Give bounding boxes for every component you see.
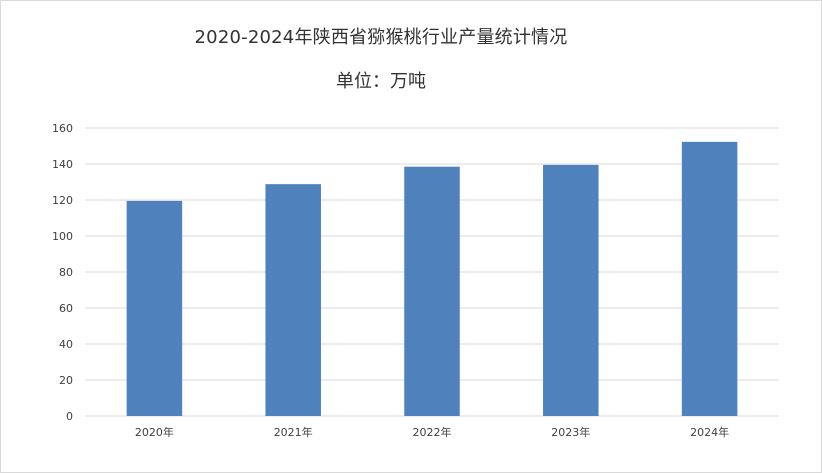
x-tick-label: 2024年 bbox=[690, 425, 729, 439]
y-tick-label: 120 bbox=[52, 194, 73, 207]
y-tick-label: 160 bbox=[52, 122, 73, 135]
bar-2023年 bbox=[543, 164, 599, 416]
x-tick-label: 2022年 bbox=[413, 425, 452, 439]
bar-2021年 bbox=[265, 184, 321, 416]
bar-2024年 bbox=[681, 141, 738, 417]
bar-2022年 bbox=[404, 166, 460, 416]
chart-subtitle: 单位：万吨 bbox=[336, 71, 426, 92]
y-tick-label: 20 bbox=[59, 374, 73, 387]
y-tick-label: 140 bbox=[52, 158, 73, 171]
chart-title: 2020-2024年陕西省猕猴桃行业产量统计情况 bbox=[194, 27, 568, 48]
y-tick-label: 0 bbox=[66, 410, 73, 423]
y-tick-label: 40 bbox=[59, 338, 73, 351]
y-tick-label: 100 bbox=[52, 230, 73, 243]
bar-2020年 bbox=[126, 200, 183, 416]
y-tick-label: 80 bbox=[59, 266, 73, 279]
x-tick-label: 2020年 bbox=[135, 425, 174, 439]
x-tick-label: 2023年 bbox=[551, 425, 590, 439]
x-tick-label: 2021年 bbox=[274, 425, 313, 439]
y-tick-label: 60 bbox=[59, 302, 73, 315]
